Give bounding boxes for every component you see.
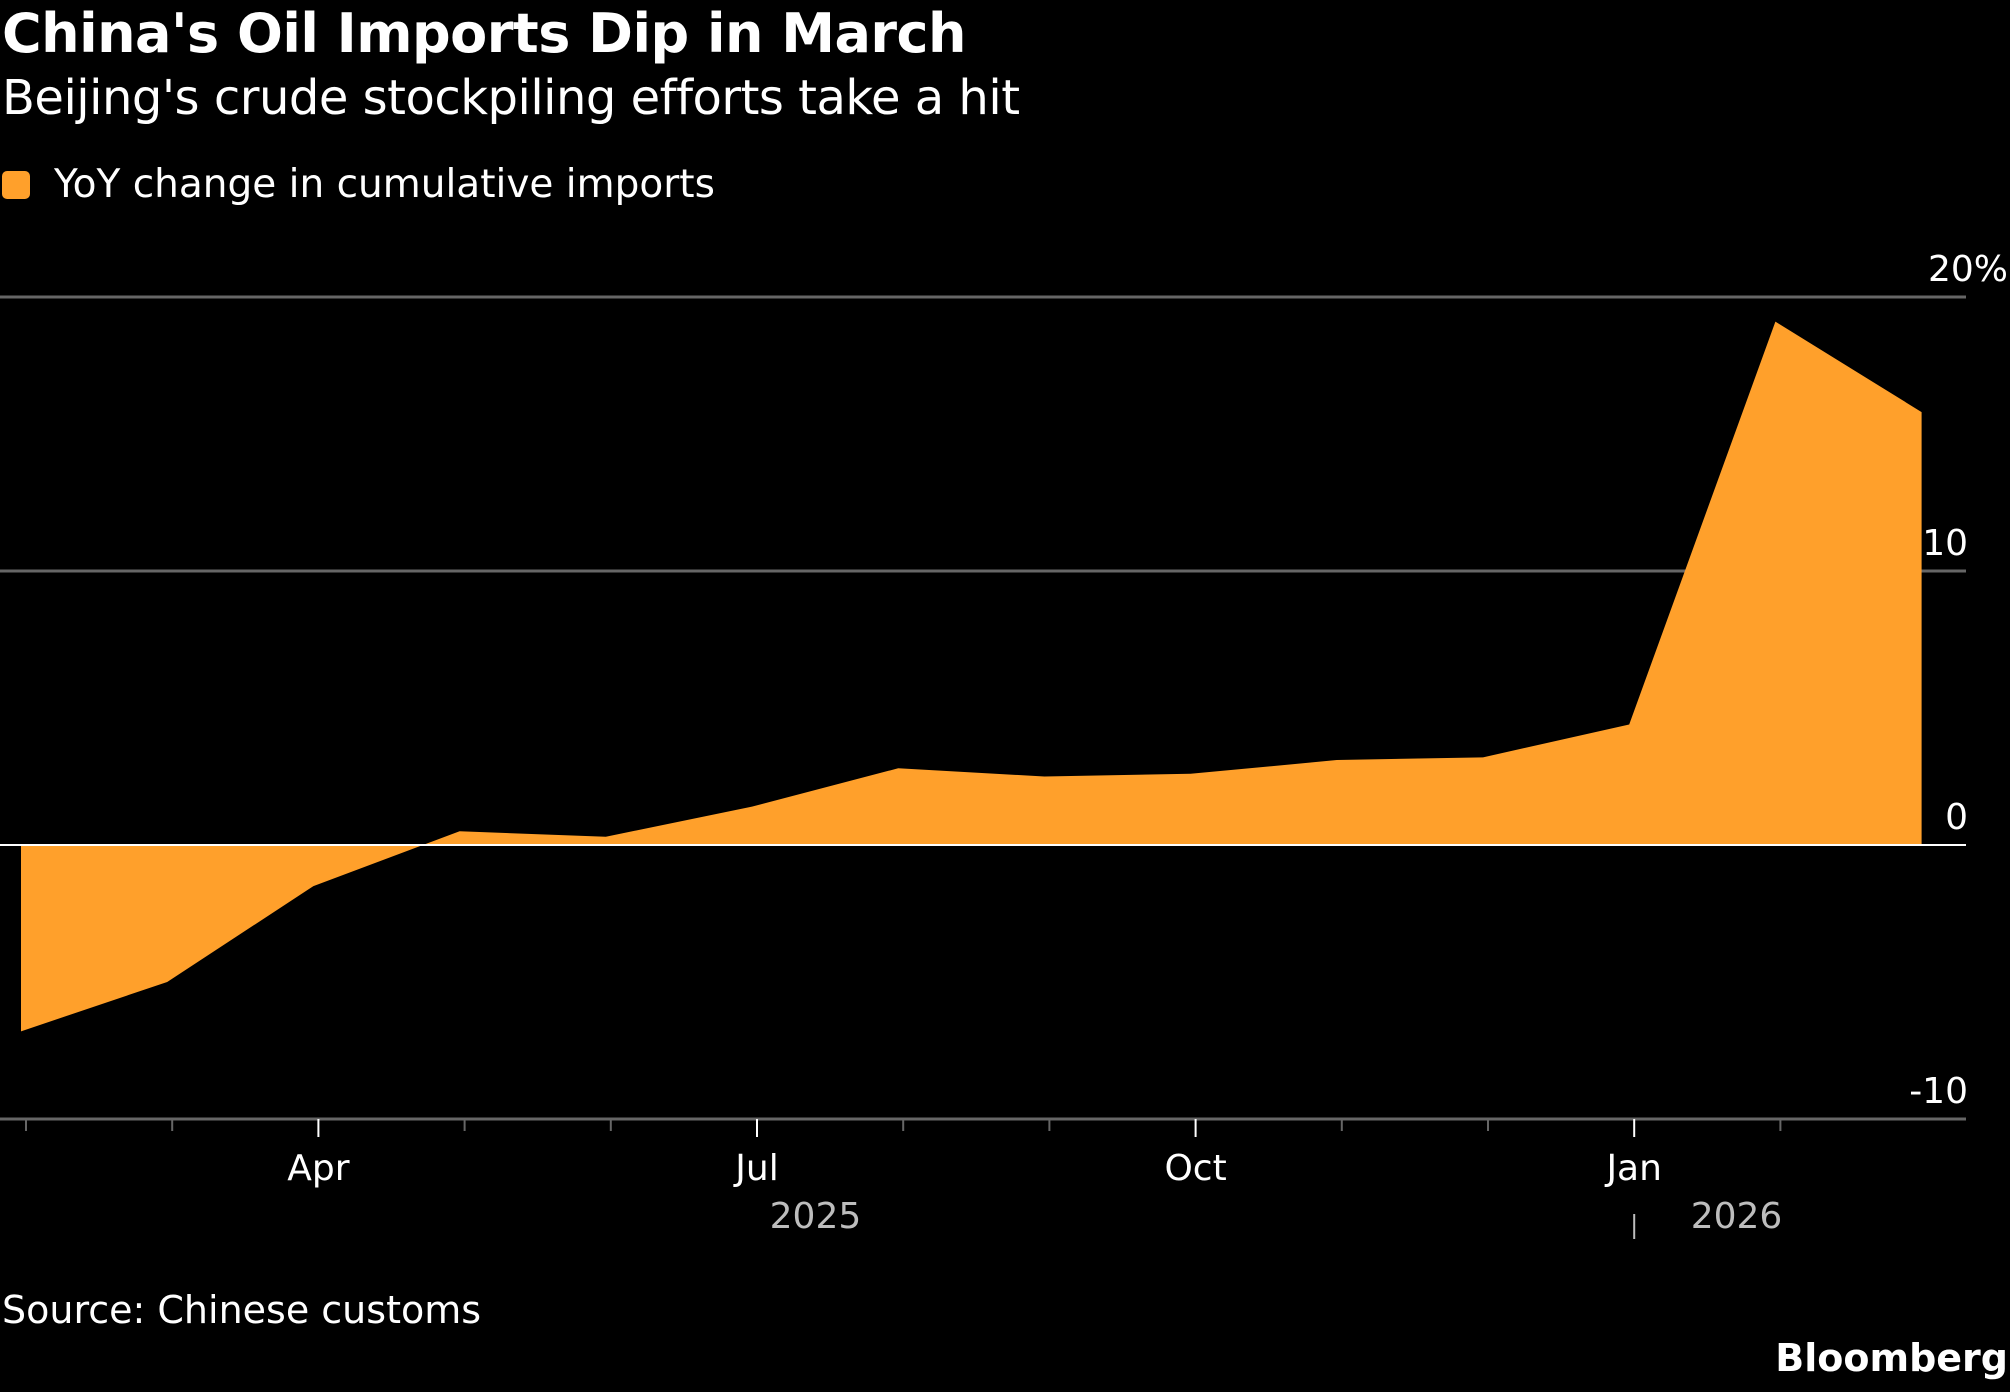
y-tick-label-20: 20% (1928, 249, 2008, 290)
y-tick-label-10: 10 (1922, 523, 1968, 564)
gridlines (0, 295, 1966, 1121)
x-axis: Apr Jul Oct Jan 2025 2026 (25, 1119, 1783, 1239)
chart-subtitle: Beijing's crude stockpiling efforts take… (2, 70, 1020, 126)
x-tick-label-oct: Oct (1164, 1148, 1226, 1189)
legend-label: YoY change in cumulative imports (54, 162, 715, 207)
brand-logo: Bloomberg (1775, 1336, 2008, 1380)
year-label-2026: 2026 (1691, 1196, 1783, 1237)
legend-swatch-icon (2, 170, 30, 199)
y-tick-label-neg10: -10 (1909, 1071, 1968, 1112)
legend: YoY change in cumulative imports (2, 162, 715, 207)
area-fill (21, 321, 1922, 1032)
x-tick-label-jul: Jul (733, 1148, 778, 1189)
y-tick-label-0: 0 (1945, 797, 1968, 838)
source-note: Source: Chinese customs (2, 1288, 482, 1332)
area-series (20, 321, 1922, 1032)
y-axis-labels: 20% 10 0 -10 (1909, 249, 2008, 1112)
x-tick-label-jan: Jan (1604, 1148, 1662, 1189)
x-tick-label-apr: Apr (287, 1148, 349, 1189)
chart-title: China's Oil Imports Dip in March (2, 2, 966, 65)
year-label-2025: 2025 (770, 1196, 862, 1237)
